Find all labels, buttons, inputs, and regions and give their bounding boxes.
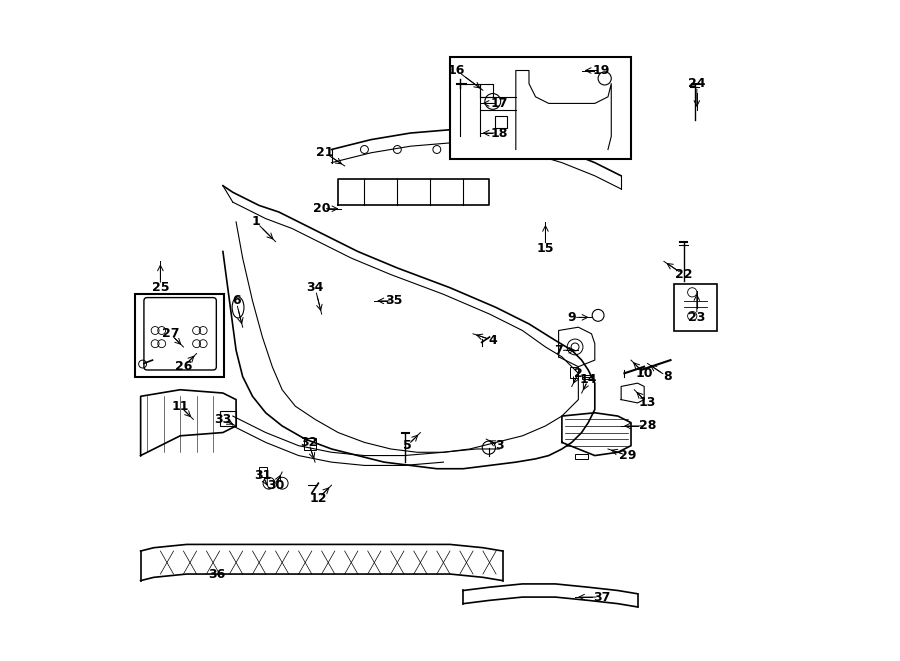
Ellipse shape xyxy=(232,297,244,318)
Text: 14: 14 xyxy=(580,373,597,387)
Bar xyxy=(135,294,224,377)
Text: 11: 11 xyxy=(171,400,189,412)
Text: 13: 13 xyxy=(639,397,656,409)
Text: 32: 32 xyxy=(300,436,317,449)
Text: 18: 18 xyxy=(491,126,508,139)
Text: 16: 16 xyxy=(448,64,465,77)
Bar xyxy=(220,411,236,426)
Text: 3: 3 xyxy=(495,439,504,452)
Text: 6: 6 xyxy=(232,294,240,307)
Text: 31: 31 xyxy=(254,469,271,482)
Text: 21: 21 xyxy=(316,146,334,159)
Text: 7: 7 xyxy=(554,344,563,357)
Bar xyxy=(575,453,589,459)
Text: 35: 35 xyxy=(385,294,402,307)
Text: 12: 12 xyxy=(310,492,327,505)
Text: 28: 28 xyxy=(639,420,656,432)
Text: 4: 4 xyxy=(489,334,497,347)
Text: 30: 30 xyxy=(267,479,284,492)
Bar xyxy=(581,375,591,379)
Text: 10: 10 xyxy=(635,367,652,380)
Text: 19: 19 xyxy=(593,64,610,77)
Text: 23: 23 xyxy=(688,311,706,324)
Text: 25: 25 xyxy=(151,281,169,294)
Text: 29: 29 xyxy=(619,449,636,462)
Bar xyxy=(570,368,579,378)
Text: 24: 24 xyxy=(688,77,706,90)
Text: 9: 9 xyxy=(568,311,576,324)
Text: 5: 5 xyxy=(403,439,411,452)
FancyBboxPatch shape xyxy=(674,284,716,330)
Text: 27: 27 xyxy=(161,327,179,340)
Text: 20: 20 xyxy=(313,202,330,215)
Text: 17: 17 xyxy=(491,97,508,110)
Bar xyxy=(495,116,507,128)
Bar xyxy=(450,58,631,159)
Bar xyxy=(304,438,316,450)
Text: 8: 8 xyxy=(663,370,671,383)
FancyBboxPatch shape xyxy=(144,297,216,370)
Text: 2: 2 xyxy=(574,367,582,380)
Text: 34: 34 xyxy=(306,281,324,294)
Text: 1: 1 xyxy=(251,215,260,229)
Text: 33: 33 xyxy=(214,413,231,426)
Text: 22: 22 xyxy=(675,268,692,281)
Text: 37: 37 xyxy=(593,590,610,603)
Text: 36: 36 xyxy=(208,568,225,580)
Bar xyxy=(259,467,267,477)
Text: 15: 15 xyxy=(536,242,554,254)
Text: 26: 26 xyxy=(175,360,192,373)
